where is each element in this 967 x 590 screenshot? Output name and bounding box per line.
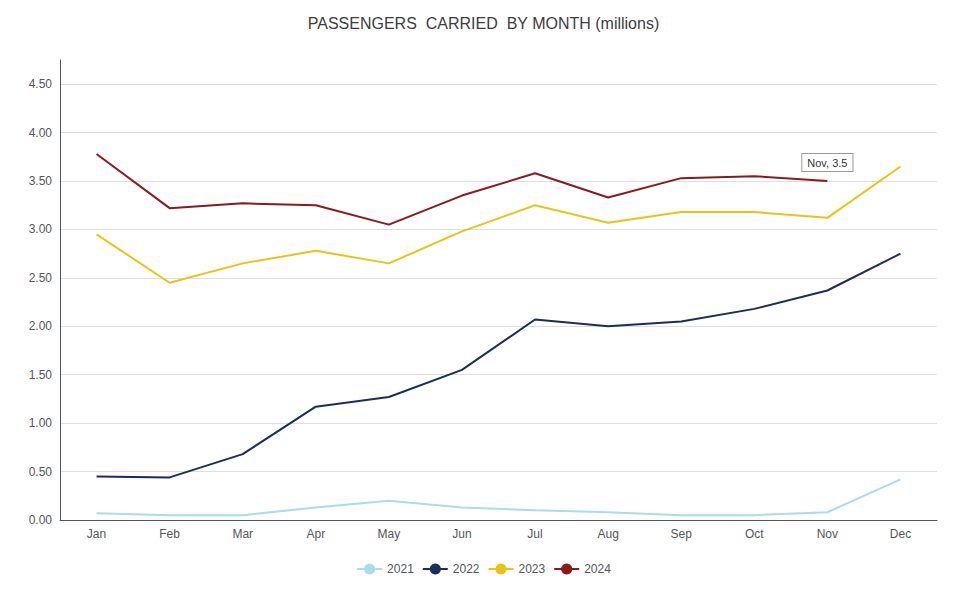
- svg-text:1.50: 1.50: [29, 368, 53, 382]
- svg-text:Mar: Mar: [232, 527, 253, 541]
- svg-text:May: May: [378, 527, 401, 541]
- svg-text:3.00: 3.00: [29, 222, 53, 236]
- svg-text:3.50: 3.50: [29, 174, 53, 188]
- svg-text:Jun: Jun: [452, 527, 471, 541]
- svg-text:Jan: Jan: [87, 527, 106, 541]
- svg-text:Aug: Aug: [597, 527, 618, 541]
- svg-text:Apr: Apr: [306, 527, 325, 541]
- svg-text:2021: 2021: [387, 562, 414, 576]
- svg-text:Nov, 3.5: Nov, 3.5: [807, 157, 847, 169]
- svg-text:4.50: 4.50: [29, 77, 53, 91]
- svg-text:Feb: Feb: [159, 527, 180, 541]
- svg-text:4.00: 4.00: [29, 126, 53, 140]
- svg-text:2.00: 2.00: [29, 319, 53, 333]
- svg-text:1.00: 1.00: [29, 416, 53, 430]
- svg-text:2024: 2024: [584, 562, 611, 576]
- svg-text:Sep: Sep: [671, 527, 693, 541]
- svg-text:PASSENGERS CARRIED BY MONTH: PASSENGERS CARRIED BY MONTH (millions): [308, 15, 659, 32]
- svg-text:2022: 2022: [453, 562, 480, 576]
- svg-text:Oct: Oct: [745, 527, 764, 541]
- svg-text:0.50: 0.50: [29, 465, 53, 479]
- svg-text:Jul: Jul: [527, 527, 542, 541]
- svg-text:Dec: Dec: [890, 527, 911, 541]
- svg-text:2.50: 2.50: [29, 271, 53, 285]
- svg-text:2023: 2023: [519, 562, 546, 576]
- svg-text:0.00: 0.00: [29, 513, 53, 527]
- svg-text:Nov: Nov: [817, 527, 838, 541]
